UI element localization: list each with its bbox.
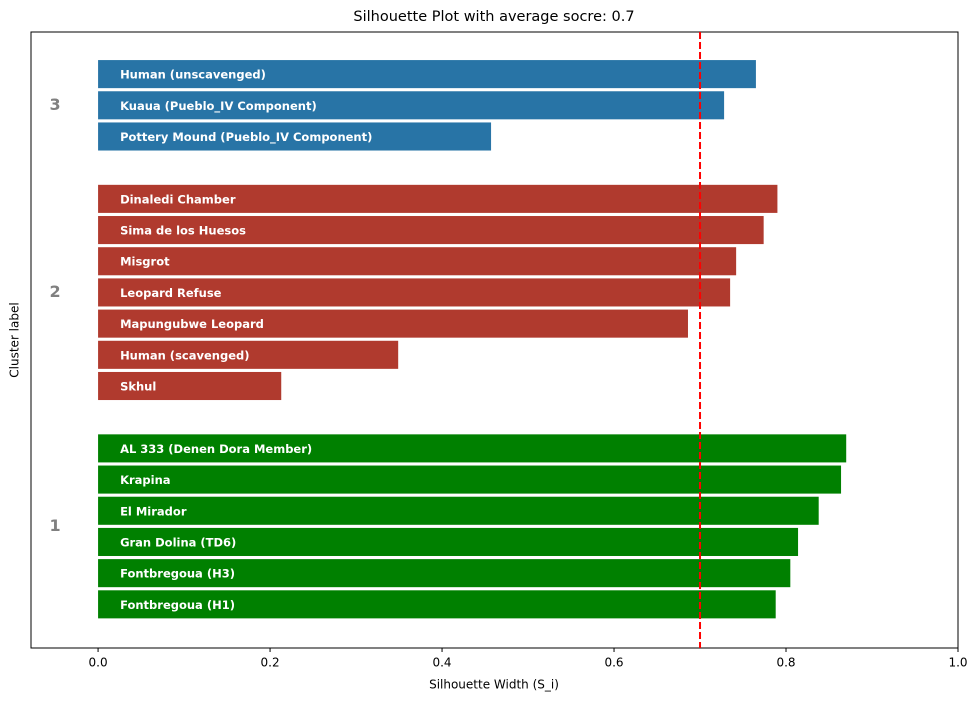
- bar-label: El Mirador: [120, 504, 187, 518]
- chart-title: Silhouette Plot with average socre: 0.7: [353, 9, 634, 25]
- bar-label: Pottery Mound (Pueblo_IV Component): [120, 130, 372, 145]
- bar: [98, 309, 688, 338]
- bar-label: Human (scavenged): [120, 348, 249, 362]
- bar: [98, 590, 776, 619]
- bar-label: Mapungubwe Leopard: [120, 317, 264, 331]
- bar: [98, 371, 282, 401]
- bar: [98, 434, 847, 463]
- bar: [98, 527, 799, 556]
- x-tick-label: 1.0: [948, 656, 967, 670]
- x-axis-label: Silhouette Width (S_i): [429, 678, 559, 692]
- x-tick-label: 0.8: [776, 656, 795, 670]
- bar: [98, 60, 756, 89]
- plot-area: [30, 31, 959, 649]
- bar-label: Dinaledi Chamber: [120, 192, 236, 206]
- bar-label: Krapina: [120, 473, 170, 487]
- bar-label: Sima de los Huesos: [120, 224, 246, 238]
- bar: [98, 247, 737, 276]
- x-tick-label: 0.2: [261, 656, 280, 670]
- bar-label: Gran Dolina (TD6): [120, 535, 236, 549]
- bar: [98, 496, 819, 525]
- bar: [98, 559, 791, 588]
- bar-label: Fontbregoua (H1): [120, 598, 235, 612]
- bar: [98, 122, 492, 151]
- bar-label: Leopard Refuse: [120, 286, 222, 300]
- bar-label: Misgrot: [120, 255, 170, 269]
- bar-label: Skhul: [120, 380, 156, 394]
- cluster-label: 1: [50, 516, 61, 535]
- bar: [98, 278, 731, 307]
- bar: [98, 91, 725, 120]
- cluster-label: 2: [50, 282, 61, 301]
- bar: [98, 465, 842, 494]
- bar-label: Kuaua (Pueblo_IV Component): [120, 99, 317, 114]
- x-tick-label: 0.4: [432, 656, 451, 670]
- y-axis-label: Cluster label: [8, 302, 22, 377]
- bar-label: Human (unscavenged): [120, 68, 266, 82]
- bar-label: Fontbregoua (H3): [120, 567, 235, 581]
- bar: [98, 216, 764, 245]
- x-tick-label: 0.0: [89, 656, 108, 670]
- cluster-label: 3: [50, 95, 61, 114]
- bar: [98, 184, 778, 213]
- bar: [98, 340, 399, 369]
- x-tick-label: 0.6: [604, 656, 623, 670]
- bar-label: AL 333 (Denen Dora Member): [120, 442, 312, 456]
